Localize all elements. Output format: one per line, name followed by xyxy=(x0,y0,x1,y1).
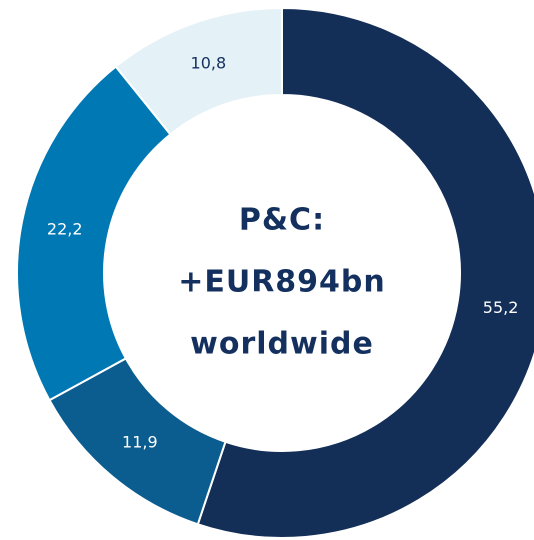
segment-label: 22,2 xyxy=(47,219,83,238)
segment-label: 10,8 xyxy=(191,54,227,73)
segment-label: 11,9 xyxy=(122,432,158,451)
donut-segment xyxy=(16,65,172,402)
donut-segment xyxy=(196,6,534,539)
center-text: +EUR894bn xyxy=(178,265,386,300)
donut-segment xyxy=(114,6,283,136)
center-text: P&C: xyxy=(239,203,325,238)
segment-label: 55,2 xyxy=(483,298,519,317)
center-text: worldwide xyxy=(190,327,374,362)
